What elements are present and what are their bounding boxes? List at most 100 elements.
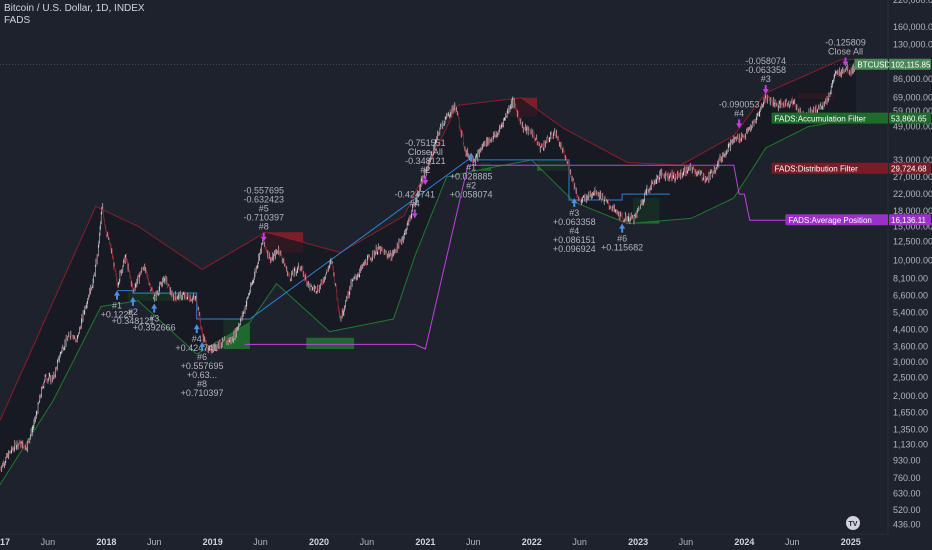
long-entry-arrow [113, 290, 120, 300]
price-axis-tick: 630.00 [893, 489, 921, 499]
trade-label: #2 [466, 181, 476, 191]
time-axis-tick: Jun [466, 537, 481, 547]
price-axis-tick: 8,100.00 [893, 273, 928, 283]
price-tag-value-bg [889, 112, 931, 124]
signal-line [117, 159, 670, 320]
time-axis-tick: 2018 [96, 537, 116, 547]
time-axis-tick: 2023 [628, 537, 648, 547]
time-axis-tick: 2025 [841, 537, 861, 547]
trade-label: -0.348121 [405, 156, 446, 166]
trade-label: +0.115682 [601, 243, 643, 253]
trade-label: #4 [192, 334, 202, 344]
trade-label: +0.348121 [112, 316, 155, 326]
long-entry-arrow [193, 324, 200, 334]
price-axis-tick: 49,000.00 [893, 122, 932, 132]
accumulation-filter-line [0, 118, 857, 485]
trade-label: +0.058074 [450, 190, 493, 200]
price-axis-tick: 18,000.00 [893, 206, 932, 216]
time-axis[interactable]: 2017 Jun 2018 Jun 2019 Jun 2020 Jun 2021 Jun 2022 J… [0, 537, 861, 547]
long-entry-arrow [199, 342, 206, 352]
trade-label: -0.751551 [405, 138, 446, 148]
time-axis-tick: 2017 [0, 537, 10, 547]
price-axis-tick: 27,000.00 [893, 172, 932, 182]
price-tag-value: 53,860.65 [891, 115, 927, 124]
trade-label: #4 [569, 226, 579, 236]
time-axis-tick: Jun [572, 537, 587, 547]
short-entry-arrow [842, 57, 849, 67]
trade-label: +0.557695 [181, 361, 224, 371]
price-axis-tick: 2,000.00 [893, 391, 928, 401]
price-axis-tick: 1,130.00 [893, 439, 928, 449]
tradingview-logo[interactable]: TV [846, 516, 860, 530]
trade-label: -0.090053 [719, 99, 760, 109]
price-axis-tick: 160,000.00 [893, 22, 932, 32]
time-axis-tick: 2019 [203, 537, 223, 547]
trade-label: #6 [197, 352, 207, 362]
trade-label: #1 [112, 301, 122, 311]
price-tag-label-bg [771, 112, 888, 124]
time-axis-tick: 2021 [415, 537, 435, 547]
trade-label: #2 [128, 307, 138, 317]
time-axis-tick: 2020 [309, 537, 329, 547]
price-tag-value-bg [889, 214, 931, 226]
long-entry-arrow [129, 296, 136, 306]
time-axis-tick: 2022 [522, 537, 542, 547]
price-axis-tick: 3,000.00 [893, 357, 928, 367]
price-axis-tick: 1,350.00 [893, 424, 928, 434]
trade-label: #4 [734, 108, 744, 118]
price-axis-tick: 69,000.00 [893, 93, 932, 103]
trade-label: #5 [259, 204, 269, 214]
price-axis-tick: 436.00 [893, 520, 921, 530]
trade-label: -0.557695 [243, 186, 284, 196]
trade-label: #1 [466, 163, 476, 173]
short-entry-arrow [422, 176, 429, 186]
price-axis-tick: 86,000.00 [893, 74, 932, 84]
price-axis-tick: 1,650.00 [893, 407, 928, 417]
price-axis[interactable]: 220,000.00 160,000.00 130,000.00 86,000.00 6… [893, 0, 932, 530]
trade-label: +0.028885 [450, 172, 493, 182]
price-tag-label: FADS:Average Position [788, 216, 871, 225]
price-axis-tick: 12,500.00 [893, 237, 932, 247]
trade-label: #2 [420, 165, 430, 175]
price-axis-tick: 130,000.00 [893, 39, 932, 49]
price-tag-label-bg [854, 58, 888, 70]
price-tags: BTCUSD 102,115.85 FADS:Accumulation Filter… [771, 58, 931, 226]
trade-label: +0.086151 [553, 235, 596, 245]
trade-label: #4 [410, 198, 420, 208]
trade-annotations: #1+0.1225#2+0.348121#3+0.392666#4+0.4247… [101, 37, 866, 398]
price-tag-value: 29,724.68 [891, 165, 927, 174]
accumulation-zone [306, 337, 355, 350]
trade-label: #3 [569, 208, 579, 218]
price-axis-tick: 4,400.00 [893, 325, 928, 335]
svg-text:TV: TV [849, 521, 858, 528]
time-axis-tick: Jun [360, 537, 375, 547]
price-axis-tick: 930.00 [893, 456, 921, 466]
price-axis-tick: 15,000.00 [893, 221, 932, 231]
trade-label: -0.058074 [745, 56, 786, 66]
trade-label: +0.424741 [175, 343, 218, 353]
long-entry-arrow [571, 198, 578, 208]
trade-label: -0.632423 [243, 195, 284, 205]
price-axis-tick: 760.00 [893, 473, 921, 483]
price-tag-label-bg [771, 162, 888, 174]
filter-channel [0, 59, 857, 485]
trade-label: #3 [761, 74, 771, 84]
price-axis-tick: 59,000.00 [893, 106, 932, 116]
trade-label: #6 [617, 234, 627, 244]
time-axis-tick: Jun [679, 537, 694, 547]
price-axis-tick: 22,000.00 [893, 189, 932, 199]
short-entry-arrow [762, 85, 769, 95]
price-axis-tick: 2,500.00 [893, 372, 928, 382]
price-tag-label: BTCUSD [857, 61, 890, 70]
trade-label: -0.424741 [394, 189, 435, 199]
long-entry-arrow [619, 223, 626, 233]
trade-label: +0.063358 [553, 217, 596, 227]
long-entry-arrow [468, 152, 475, 162]
trade-label: -0.125809 [825, 37, 866, 47]
indicator-name[interactable]: FADS [4, 15, 31, 26]
trade-label: +0.710397 [181, 388, 224, 398]
price-axis-tick: 5,400.00 [893, 307, 928, 317]
trade-label: #3 [149, 314, 159, 324]
trade-label: -0.063358 [745, 65, 786, 75]
